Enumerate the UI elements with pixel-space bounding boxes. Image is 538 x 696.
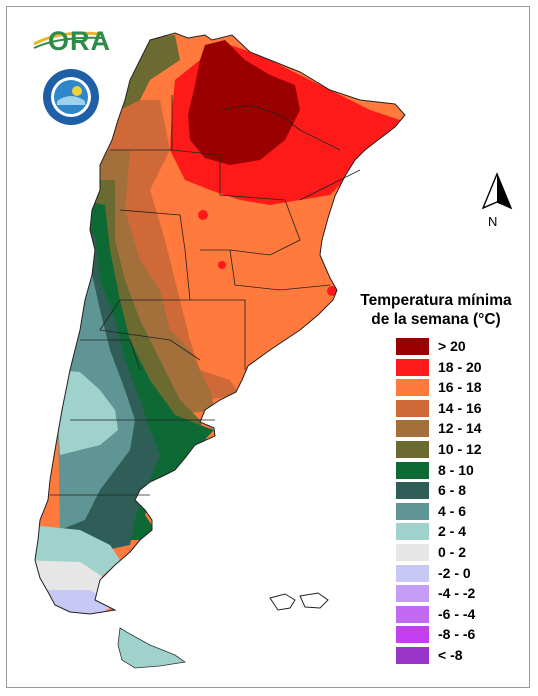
legend-swatch [396, 523, 429, 541]
legend-label: 16 - 18 [438, 379, 482, 396]
legend-swatch [396, 647, 429, 664]
legend-swatch [396, 564, 429, 582]
legend-title: Temperatura mínima de la semana (°C) [350, 291, 522, 329]
legend-item: 14 - 16 [396, 399, 536, 419]
legend-swatch [396, 461, 429, 479]
legend-swatch [396, 399, 429, 417]
legend-item: 4 - 6 [396, 502, 536, 522]
legend-label: 14 - 16 [438, 399, 482, 416]
legend-swatch [396, 420, 429, 438]
legend-label: 12 - 14 [438, 420, 482, 437]
legend-item: 10 - 12 [396, 440, 536, 460]
legend-swatch [396, 379, 429, 397]
legend-label: 8 - 10 [438, 461, 474, 478]
legend-item: 2 - 4 [396, 522, 536, 542]
legend-label: -4 - -2 [438, 585, 476, 602]
legend-swatch [396, 585, 429, 603]
legend-swatch [396, 544, 429, 561]
legend-label: 4 - 6 [438, 502, 467, 519]
legend-item: < -8 [396, 646, 536, 666]
legend-item: 16 - 18 [396, 378, 536, 398]
legend-swatch [396, 626, 429, 644]
legend-item: -6 - -4 [396, 605, 536, 625]
legend-swatch [396, 338, 429, 355]
legend-item: -4 - -2 [396, 584, 536, 604]
legend-swatch [396, 605, 429, 623]
legend-swatch [396, 482, 429, 500]
legend-swatch [396, 441, 429, 458]
legend-label: 2 - 4 [438, 523, 467, 540]
legend-item: > 20 [396, 337, 536, 357]
legend-item: -8 - -6 [396, 625, 536, 645]
legend-item: 0 - 2 [396, 543, 536, 563]
ora-logo [33, 31, 105, 49]
legend-title-line1: Temperatura mínima [360, 292, 512, 309]
legend-item: 8 - 10 [396, 461, 536, 481]
legend-swatch [396, 358, 429, 376]
legend-item: 18 - 20 [396, 358, 536, 378]
legend-label: 6 - 8 [438, 482, 467, 499]
legend-title-line2: de la semana (°C) [371, 311, 501, 328]
legend-swatch [396, 502, 429, 520]
legend-item: -2 - 0 [396, 564, 536, 584]
north-arrow-icon [481, 172, 513, 210]
legend-label: -2 - 0 [438, 564, 471, 581]
legend-label: 0 - 2 [438, 544, 467, 560]
legend-item: 12 - 14 [396, 419, 536, 439]
smn-seal-icon [43, 69, 99, 125]
legend-label: -6 - -4 [438, 605, 476, 622]
legend-label: < -8 [438, 647, 463, 663]
north-label: N [488, 214, 498, 229]
legend-label: 10 - 12 [438, 441, 482, 457]
ora-logo-text: ORA [48, 26, 111, 56]
legend-label: > 20 [438, 338, 466, 354]
legend-label: -8 - -6 [438, 626, 476, 643]
legend-label: 18 - 20 [438, 358, 482, 375]
legend-item: 6 - 8 [396, 481, 536, 501]
